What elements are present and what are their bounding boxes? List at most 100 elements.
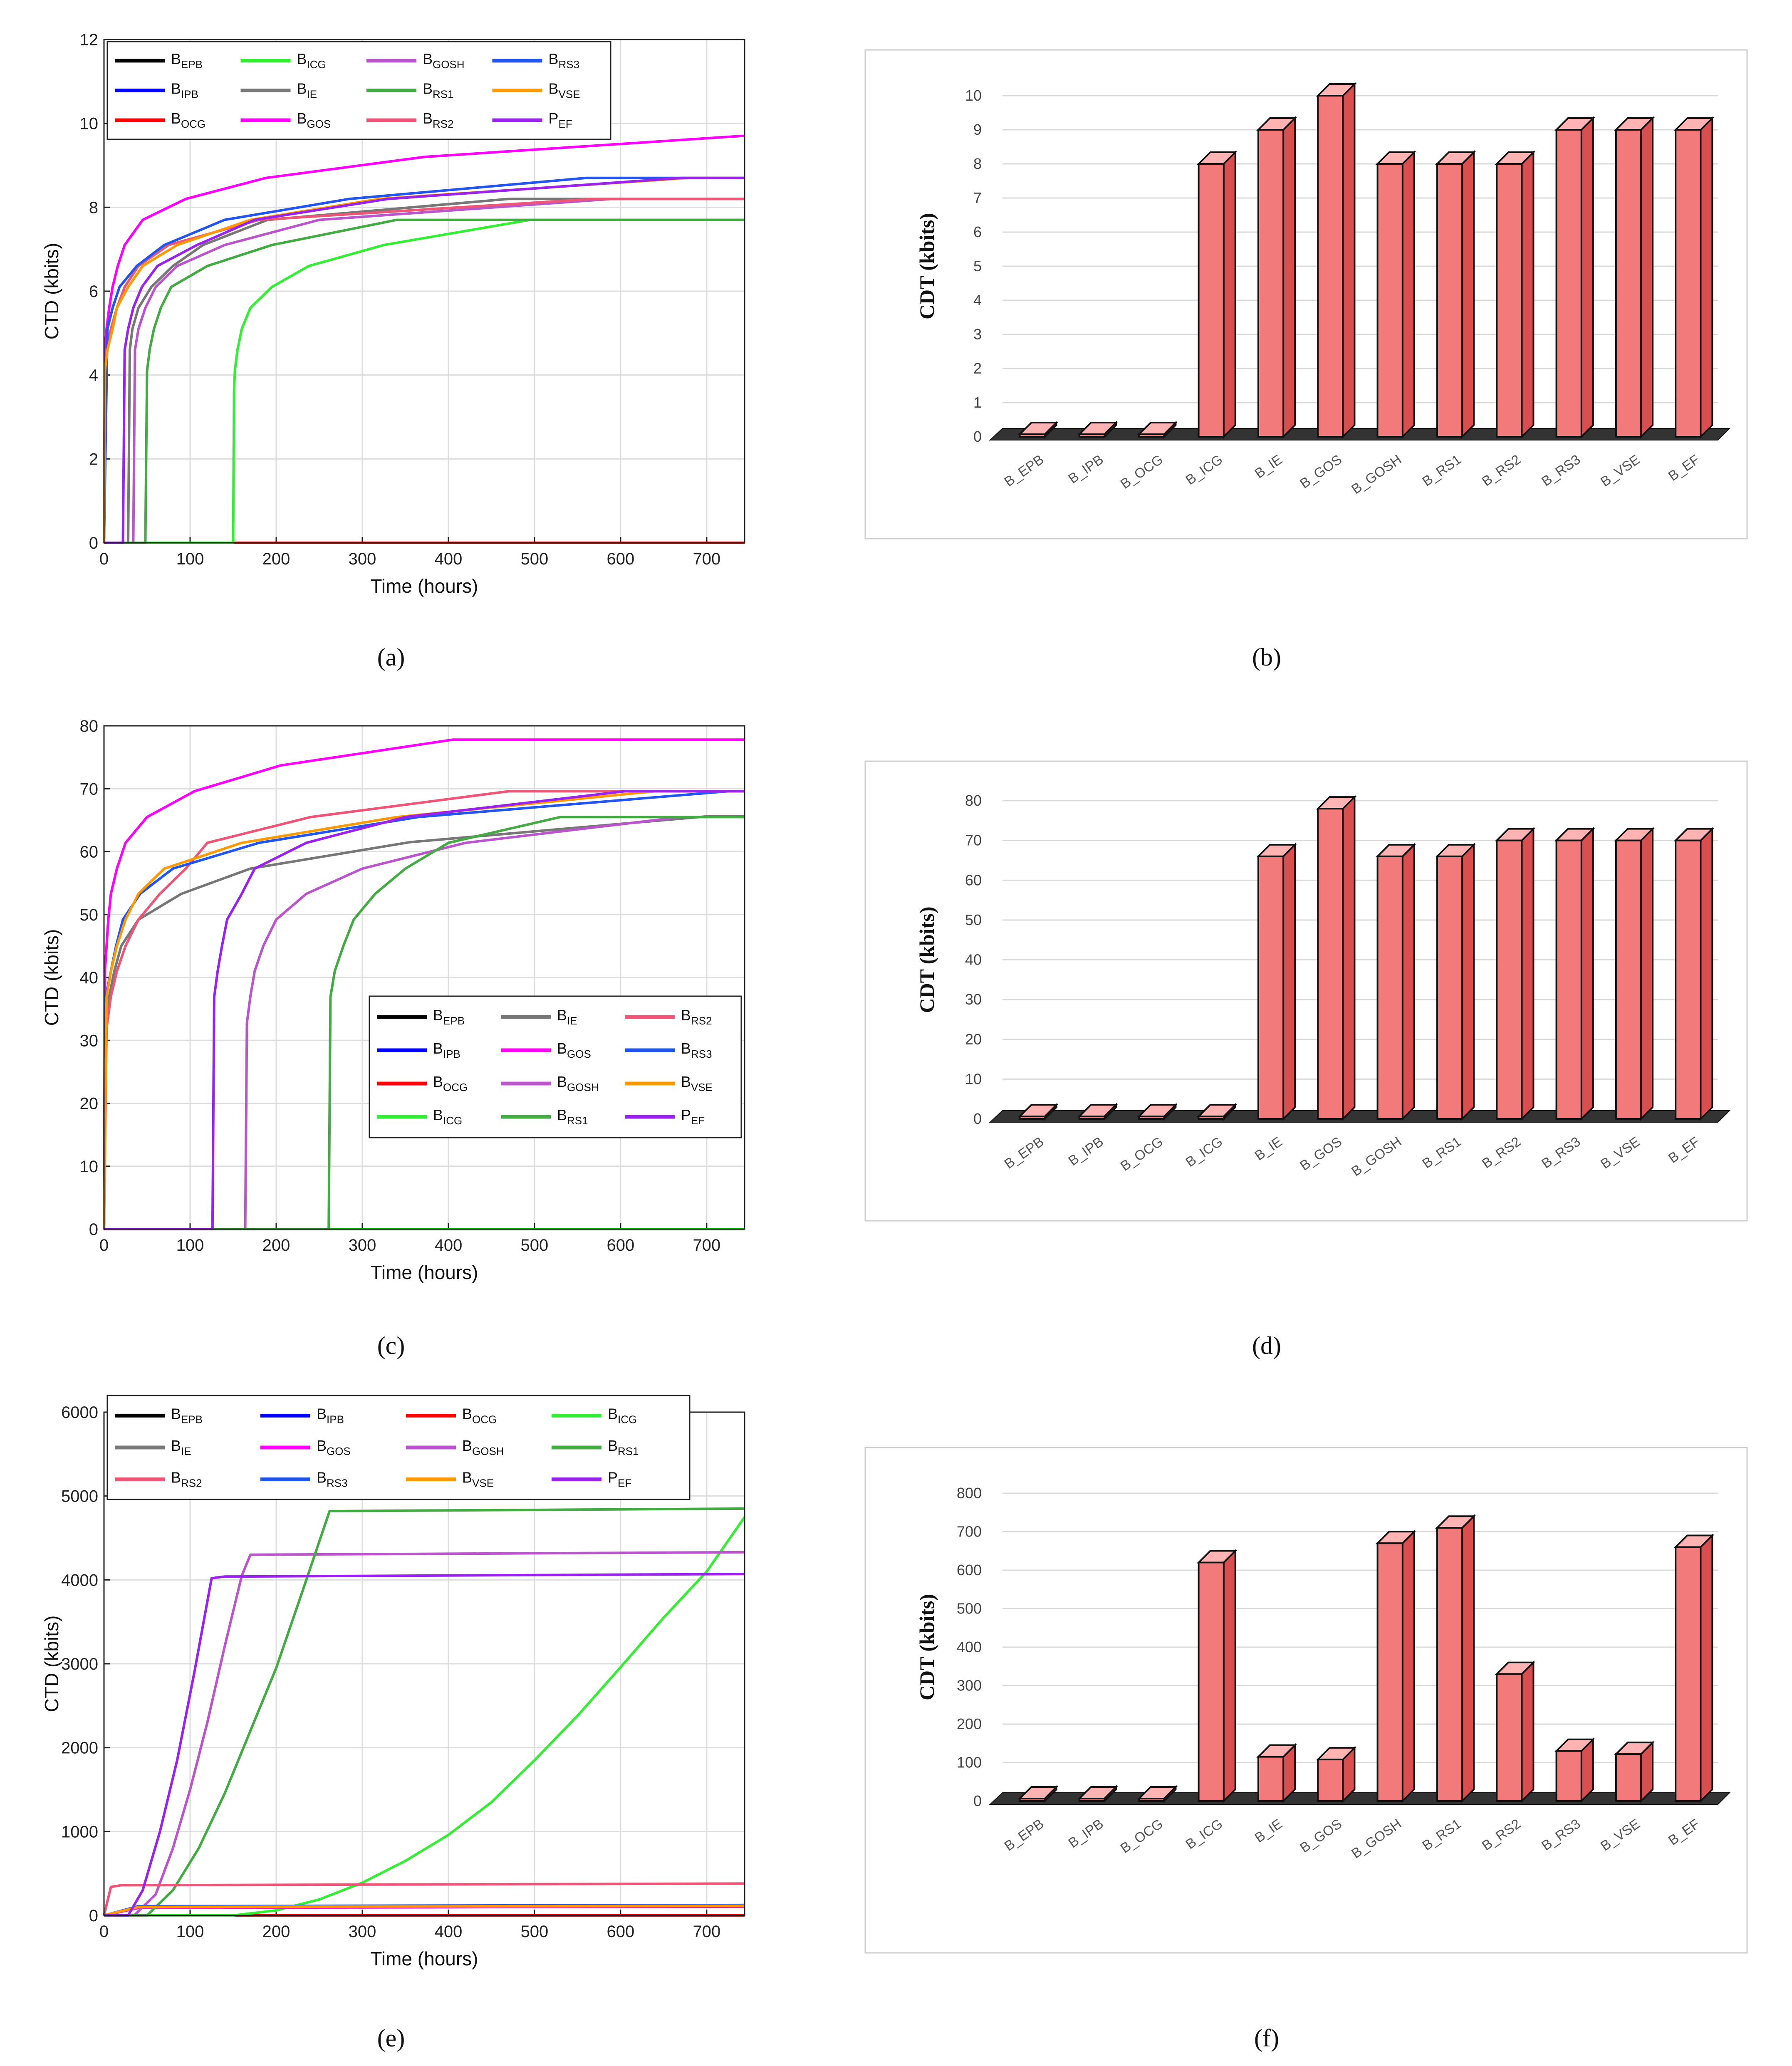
- bar-b-ie: [1256, 116, 1297, 439]
- y-tick-label: 20: [965, 1031, 982, 1048]
- bar-b-ocg: [1137, 421, 1178, 439]
- bar-side-face: [1640, 116, 1654, 439]
- x-tick-label: 600: [607, 1236, 635, 1254]
- y-tick-label: 9: [973, 121, 982, 138]
- bar-side-face: [1461, 1514, 1475, 1803]
- x-axis-label: Time (hours): [371, 1948, 478, 1970]
- x-tick-label: 0: [99, 1922, 109, 1941]
- panel-label-c: (c): [377, 1332, 405, 1359]
- legend-label: BRS3: [549, 50, 580, 71]
- legend-label: BOCG: [433, 1073, 468, 1094]
- bar-b-ipb: [1077, 421, 1118, 439]
- bar-front-face: [1496, 839, 1523, 1120]
- bar-front-face: [1019, 1116, 1046, 1120]
- bar-front-face: [1555, 839, 1582, 1120]
- legend-label: BRS1: [557, 1106, 588, 1127]
- series-line-b-gosh: [104, 198, 745, 544]
- legend-label: BICG: [297, 50, 326, 71]
- bar-side-face: [1223, 150, 1236, 439]
- bar-front-face: [1138, 433, 1165, 438]
- bar-b-gosh: [1375, 1529, 1416, 1803]
- y-tick-label: 30: [80, 1032, 99, 1050]
- bar-front-face: [1615, 129, 1642, 438]
- bar-front-face: [1138, 1116, 1165, 1120]
- bar-b-gos: [1316, 795, 1357, 1121]
- plot-frame: [103, 39, 745, 544]
- x-tick-label: 700: [693, 550, 721, 568]
- x-tick-label: 200: [262, 550, 290, 568]
- y-tick-label: 1: [973, 394, 982, 411]
- panel-label-e: (e): [377, 2024, 405, 2052]
- bar-side-face: [1223, 1549, 1236, 1803]
- y-tick-label: 0: [973, 1110, 982, 1127]
- series-line-b-gos: [103, 738, 745, 1230]
- x-tick-label: 300: [349, 1236, 376, 1254]
- line-chart-e: 0 100 200 300 400 500 600 700 0 1000 2000 3000 4000 5…: [41, 1395, 746, 1970]
- bar-b-epb: [1017, 1785, 1059, 1803]
- y-tick-label: 20: [80, 1095, 99, 1113]
- y-tick-label: 12: [80, 31, 99, 49]
- y-tick-label: 3000: [61, 1655, 98, 1673]
- legend-label: BRS2: [681, 1007, 712, 1027]
- bar-front-face: [1257, 129, 1285, 438]
- bar-front-face: [1675, 129, 1702, 438]
- bar-side-face: [1461, 843, 1475, 1121]
- legend-label: BGOS: [557, 1040, 591, 1060]
- bar-b-ef: [1673, 1533, 1715, 1803]
- x-tick-label: 700: [693, 1922, 721, 1941]
- bar-front-face: [1675, 1546, 1702, 1802]
- bar-front-face: [1317, 95, 1344, 438]
- legend-label: BRS2: [423, 110, 454, 130]
- bar-b-icg: [1196, 150, 1238, 439]
- y-tick-label: 4000: [61, 1571, 98, 1589]
- chart-frame: [864, 760, 1748, 1222]
- y-tick-label: 5000: [61, 1487, 98, 1506]
- bar-front-face: [1138, 1798, 1165, 1802]
- bar-b-rs3: [1554, 826, 1595, 1121]
- bar-side-face: [1342, 82, 1356, 439]
- legend-label: BGOSH: [557, 1073, 599, 1094]
- bar-front-face: [1436, 1527, 1463, 1802]
- x-tick-label: 500: [521, 1922, 549, 1941]
- y-tick-label: 0: [89, 1220, 98, 1239]
- chart-frame: [864, 49, 1748, 539]
- series-line-p-ef: [104, 790, 745, 1230]
- y-tick-label: 800: [957, 1485, 982, 1502]
- bar-front-face: [1436, 855, 1463, 1120]
- bar-b-rs2: [1495, 150, 1536, 439]
- bar-b-rs3: [1554, 1737, 1595, 1803]
- x-tick-label: 0: [99, 550, 109, 568]
- x-axis-label: Time (hours): [371, 1262, 478, 1283]
- bar-front-face: [1376, 855, 1403, 1120]
- y-tick-label: 60: [965, 871, 982, 888]
- bar-b-ie: [1256, 1743, 1297, 1803]
- bar-front-face: [1198, 163, 1225, 438]
- legend-box: [106, 41, 611, 140]
- bar-front-face: [1615, 839, 1642, 1120]
- y-tick-label: 40: [80, 969, 99, 987]
- bar-b-rs1: [1435, 150, 1476, 439]
- bar-side-face: [1700, 826, 1713, 1121]
- x-tick-label: 700: [693, 1236, 721, 1254]
- chart-frame: [864, 1447, 1748, 1954]
- bar-side-face: [1401, 843, 1415, 1121]
- plot-frame: [103, 725, 745, 1230]
- bar-b-gosh: [1375, 843, 1416, 1121]
- y-tick-label: 0: [973, 428, 982, 445]
- y-tick-label: 2000: [61, 1739, 98, 1757]
- legend-label: BIE: [297, 80, 317, 101]
- y-tick-label: 30: [965, 991, 982, 1008]
- y-tick-label: 60: [80, 843, 99, 861]
- bar-b-gosh: [1375, 150, 1416, 439]
- series-line-b-rs1: [104, 816, 745, 1230]
- bar-side-face: [1401, 150, 1415, 439]
- bar-side-face: [1700, 1533, 1713, 1803]
- bar-side-face: [1461, 150, 1475, 439]
- legend-label: BIPB: [171, 80, 198, 101]
- x-tick-label: 300: [349, 550, 376, 568]
- x-axis-label: Time (hours): [371, 575, 478, 597]
- legend-label: BEPB: [171, 50, 203, 71]
- y-tick-label: 70: [80, 780, 99, 798]
